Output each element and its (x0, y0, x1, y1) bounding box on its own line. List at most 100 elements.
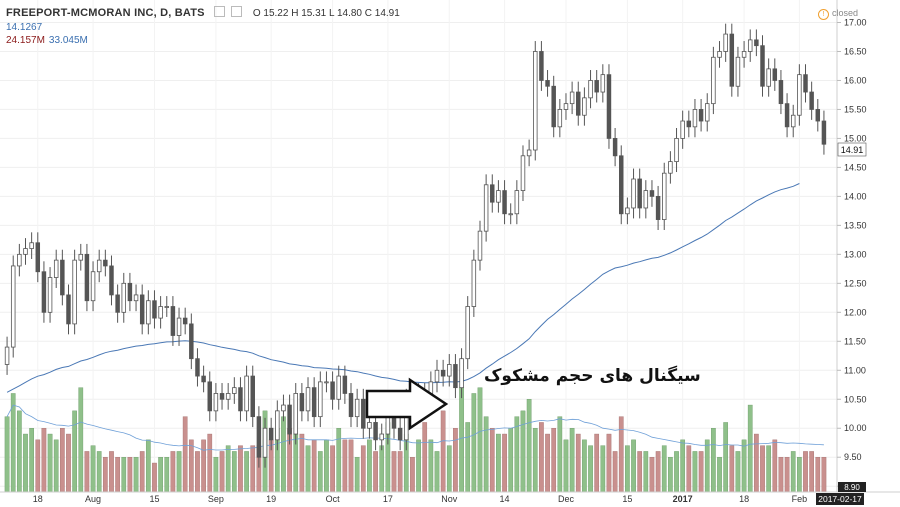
volume-bar (692, 451, 698, 493)
volume-bar (102, 457, 108, 493)
candle-body (35, 242, 41, 273)
volume-bar (152, 462, 157, 493)
volume-bar (618, 416, 624, 493)
candle-body (47, 277, 53, 313)
candle-body (10, 265, 16, 348)
volume-bar (133, 457, 139, 493)
market-status: ! closed (818, 8, 858, 20)
candle-body (238, 387, 243, 412)
volume-bar (625, 445, 630, 493)
candle-body (717, 51, 722, 58)
ohlc-readout: O 15.22 H 15.31 L 14.80 C 14.91 (252, 8, 400, 19)
candle-body (539, 51, 544, 81)
volume-bar (569, 428, 575, 493)
volume-bar (84, 451, 90, 493)
volume-value: 24.157M (6, 35, 45, 46)
candle-body (29, 242, 34, 249)
candle-body (330, 381, 335, 400)
volume-bar (367, 439, 372, 493)
volume-bar (53, 439, 59, 493)
volume-bar (66, 433, 71, 493)
candle-body (361, 398, 366, 429)
volume-bar (23, 433, 28, 493)
volume-bar (127, 457, 133, 493)
candle-body (336, 375, 341, 400)
candle-body (772, 68, 778, 81)
candle-body (809, 91, 814, 110)
candle-body (533, 51, 538, 151)
volume-bar (324, 439, 329, 493)
volume-bar (336, 428, 342, 493)
chart-header: FREEPORT-MCMORAN INC, D, BATS O 15.22 H … (6, 6, 400, 19)
volume-bar (698, 451, 704, 493)
volume-bar (459, 387, 464, 493)
info-icon: ! (818, 9, 829, 20)
volume-bar (711, 428, 716, 493)
candle-body (606, 74, 612, 139)
volume-bar (115, 457, 120, 493)
volume-bar (201, 439, 206, 493)
candle-body (84, 253, 90, 302)
volume-bar (379, 445, 385, 493)
candle-body (146, 300, 151, 325)
volume-bar (508, 428, 514, 493)
y-tick-label: 13.00 (844, 249, 867, 259)
volume-bar (213, 457, 219, 493)
candle-body (72, 259, 77, 325)
volume-bar (526, 399, 532, 493)
volume-bar (661, 445, 667, 493)
last-volume-tag (838, 482, 866, 492)
y-tick-label: 15.00 (844, 133, 867, 143)
volume-bar (207, 433, 213, 493)
candle-body (471, 259, 477, 307)
x-tick-label: 14 (500, 494, 510, 504)
candle-body (90, 271, 96, 302)
time-axis[interactable]: 18 Aug 15 Sep 19 Oct 17 Nov 14 Dec 15 2017 18 Feb (33, 494, 807, 504)
volume-bar (803, 451, 808, 493)
candle-body (182, 317, 188, 325)
settings-toggle-icon[interactable] (213, 6, 225, 17)
price-axis[interactable]: 9.009.5010.0010.5011.0011.5012.0012.5013… (837, 17, 867, 491)
candle-body (189, 323, 194, 360)
candle-body (735, 56, 741, 87)
last-volume-label: 8.90 (844, 483, 860, 492)
candle-body (164, 306, 170, 308)
candle-body (680, 120, 685, 139)
y-tick-label: 10.50 (844, 394, 867, 404)
candle-body (655, 195, 661, 220)
candle-body (692, 109, 698, 128)
symbol-title[interactable]: FREEPORT-MCMORAN INC, D, BATS (6, 7, 205, 19)
y-tick-label: 15.50 (844, 104, 867, 114)
market-status-label: closed (832, 8, 859, 18)
volume-bar (139, 451, 145, 493)
volume-bar (686, 445, 692, 493)
candle-body (520, 155, 526, 191)
candle-body (704, 103, 710, 122)
candle-body (103, 259, 108, 267)
candle-body (668, 161, 673, 174)
volume-bar (735, 451, 741, 493)
annotation-text: سیگنال های حجم مشکوک (484, 366, 701, 386)
volume-bar (330, 445, 335, 493)
candle-body (434, 369, 440, 383)
candle-body (766, 68, 771, 87)
compare-toggle-icon[interactable] (230, 6, 242, 17)
volume-bar (354, 457, 360, 493)
volume-bar (170, 451, 176, 493)
candle-body (625, 207, 630, 215)
volume-bar (446, 445, 452, 493)
y-tick-label: 11.50 (844, 336, 866, 346)
volume-bar (821, 457, 827, 493)
candle-body (631, 178, 636, 209)
volume-bar (496, 433, 501, 493)
candle-body (41, 271, 47, 313)
candle-body (213, 393, 219, 412)
volume-bar (772, 439, 778, 493)
candle-body (293, 393, 298, 435)
volume-bar (219, 451, 225, 493)
volume-bar (47, 433, 53, 493)
y-tick-label: 16.00 (844, 75, 867, 85)
candle-body (557, 109, 563, 128)
candle-body (250, 375, 255, 418)
